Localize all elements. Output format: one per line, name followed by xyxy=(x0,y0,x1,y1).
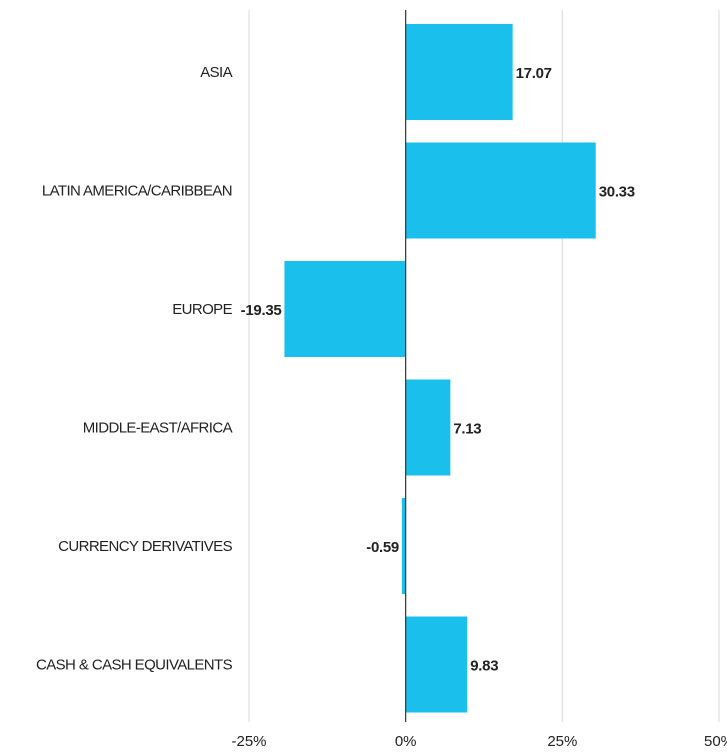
bar-europe xyxy=(284,261,406,357)
grid-lines xyxy=(248,10,720,722)
category-label: CURRENCY DERIVATIVES xyxy=(58,538,232,555)
labels: -25% 0% 25% 50% ASIA 17.07 LATIN AMERICA/CARIB… xyxy=(36,64,727,750)
category-label: LATIN AMERICA/CARIBBEAN xyxy=(42,183,232,200)
bar-latin-america-caribbean xyxy=(405,142,596,239)
data-label: -19.35 xyxy=(241,302,282,319)
category-label: CASH & CASH EQUIVALENTS xyxy=(36,657,233,674)
bar-asia xyxy=(405,24,513,120)
category-label: EUROPE xyxy=(172,301,232,318)
x-tick-label: 25% xyxy=(547,733,577,750)
category-label: ASIA xyxy=(200,64,232,81)
bar-middle-east-africa xyxy=(405,379,451,476)
bar-cash-and-cash-equivalents xyxy=(405,616,468,713)
bars xyxy=(284,24,596,713)
x-tick-label: 0% xyxy=(395,733,417,750)
data-label: 30.33 xyxy=(599,184,635,201)
data-label: 17.07 xyxy=(516,65,552,82)
data-label: -0.59 xyxy=(366,539,399,556)
x-tick-label: -25% xyxy=(231,733,266,750)
category-label: MIDDLE-EAST/AFRICA xyxy=(83,420,233,437)
data-label: 9.83 xyxy=(470,658,498,675)
bar-currency-derivatives xyxy=(401,498,406,594)
data-label: 7.13 xyxy=(453,421,481,438)
x-tick-label: 50% xyxy=(704,733,727,750)
